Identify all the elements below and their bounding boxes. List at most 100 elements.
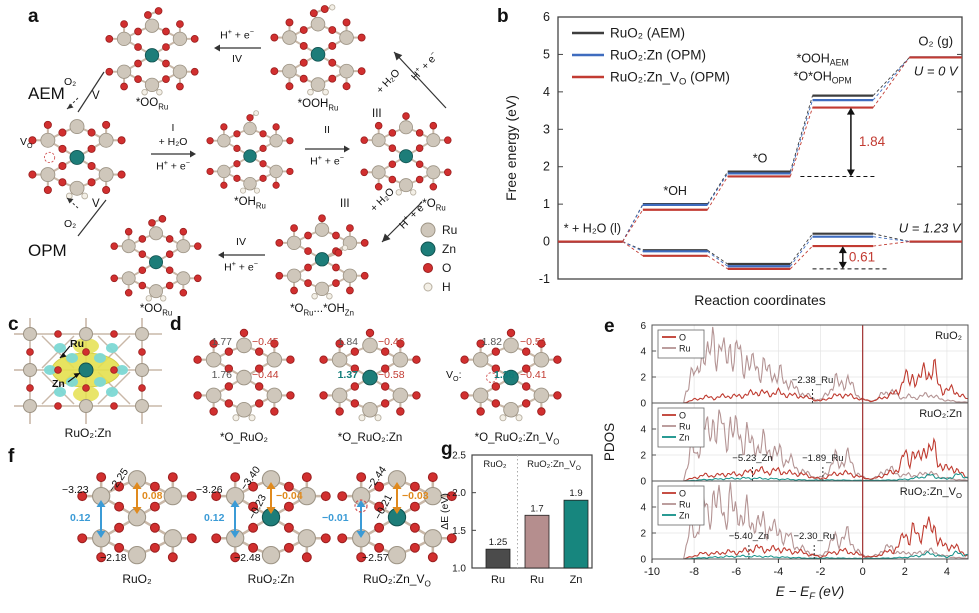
y-axis-label: ΔE (eV) [439,493,451,530]
structure-oo-aem [96,6,208,98]
legend-entry: RuO₂:Zn_VO (OPM) [610,70,730,88]
gap-value: 0.61 [849,249,875,264]
atom-legend: Ru Zn O H [420,222,457,295]
structure-o-ruo2-zn-vo: 1.82 −0.51 VO: 1.36 −0.41 [446,324,576,424]
legend-item-o: O [420,260,457,276]
zn-atom-label: Zn [52,378,65,390]
y-tick-label: 1 [543,197,550,211]
molecule-drawing [206,110,294,194]
x-tick-label: -8 [689,566,699,578]
charge-transfer-arrows [354,482,402,538]
reaction-step-5-aem: O₂ V [62,68,112,118]
legend-label: H [442,280,451,294]
state-annotation: −2.38_Ru [792,375,833,386]
reaction-step-3-aem: + H₂O H+ + e− [370,44,454,116]
step-number: II [324,124,330,136]
molecule-drawing [337,470,457,565]
structure-bare-vo [16,106,138,202]
bond-length-value: 1.37 [337,369,358,381]
panel-b-label: b [497,6,509,27]
x-tick-label: -6 [731,566,741,578]
o2-release-label: O₂ [64,76,77,88]
y-tick-label: 4 [640,425,646,436]
step-number: V [92,90,100,102]
oxygen-vacancy-label: VO [20,136,33,151]
y-tick-label: 2.0 [452,488,466,499]
structure-caption: RuO₂:Zn [64,426,112,440]
structure-caption: *ORu [422,198,446,213]
y-tick-label: 2 [640,451,646,462]
reaction-step-1: I + H₂O H+ + e− [146,122,200,174]
legend-entry: O [679,411,686,421]
o-pdos-curve [683,516,969,560]
molecule-drawing [360,112,452,196]
free-energy-chart: -1 0 1 2 3 4 5 6 Reaction coordinates Free energy… [503,10,963,308]
subplot-title: RuO₂:Zn_VO [900,486,962,500]
structure-caption: RuO₂:Zn_VO [363,572,431,589]
charge-transfer-arrows [230,482,276,538]
right-arrow-icon [151,150,196,158]
legend-label: O [442,261,452,275]
structure-caption: *OORu [135,97,169,112]
structure-caption: *O_RuO₂ [220,432,268,444]
structure-caption: RuO₂ [122,572,152,586]
y-axis-label: PDOS [602,423,617,461]
y-tick-label: 5 [543,47,550,61]
zn-atom-icon [420,241,436,257]
gap-value: 1.84 [859,134,886,149]
y-tick-label: 2.5 [452,451,466,462]
y-tick-label: 2 [640,529,646,540]
structure-ooh-aem [262,4,374,98]
x-tick-label: 0 [860,566,866,578]
structure-caption: *OOHRu [297,98,339,113]
structure-oo-opm [100,214,212,304]
o-pdos-curve [683,358,969,404]
zn-pdos-curve [683,550,969,560]
charge-value: −0.44 [252,369,279,381]
species-label: *O [753,152,768,166]
ru-atom-label: Ru [70,338,84,350]
molecule-drawing [211,470,331,565]
structure-o-ruo2: 1.77 −0.45 1.76 −0.44 [186,324,302,424]
molecule-drawing [28,119,126,200]
y-tick-label: 4 [640,503,646,514]
molecule-drawing [275,214,369,300]
charge-transfer-value: −0.04 [276,490,303,502]
oxygen-vacancy-label: VO: [446,369,462,384]
step-product: H+ + e− [156,159,190,173]
aem-mechanism-label: AEM [28,84,65,103]
subplot-title: RuO₂:Zn [919,408,962,420]
charge-value: −2.57 [362,552,389,564]
bond-length-value: 1.77 [211,336,232,348]
zn-pdos-curve [683,472,969,482]
y-tick-label: 1.0 [452,564,466,575]
charge-density-structure [14,318,162,424]
legend-entry: Zn [679,511,690,521]
bond-length-value: 1.36 [494,369,515,381]
panel-d-label: d [170,314,182,335]
structure-f-ruo2-zn: −3.26 −3.40 −0.23 −0.04 0.12 −2.48 [196,454,346,572]
potential-label: U = 0 V [914,63,959,78]
x-tick-label: 2 [902,566,908,578]
structure-caption: *O_RuO₂:Zn [337,432,403,444]
species-label: * + H₂O (l) [564,222,621,236]
reaction-step-2: II H+ + e− [300,124,354,169]
x-axis-label: Reaction coordinates [694,292,826,308]
legend-entry: Ru [679,422,691,432]
state-annotation: −5.23_Zn [732,453,772,464]
structure-o [350,108,462,198]
legend-item-ru: Ru [420,222,457,238]
reaction-step-4-aem: H+ + e− IV [208,28,266,67]
group-label: RuO₂ [483,459,507,470]
step-number: III [372,108,382,120]
legend-entry: Zn [679,433,690,443]
structure-caption: *O_RuO₂:Zn_VO [474,432,560,447]
left-arrow-icon [214,44,261,52]
charge-transfer-value: 0.08 [142,490,163,502]
legend-label: Zn [442,242,457,256]
ru-pdos-curve [683,482,969,560]
reaction-step-5-opm: V O₂ [62,194,114,242]
bar-zn-2 [563,499,589,569]
y-tick-label: 4 [543,85,550,99]
